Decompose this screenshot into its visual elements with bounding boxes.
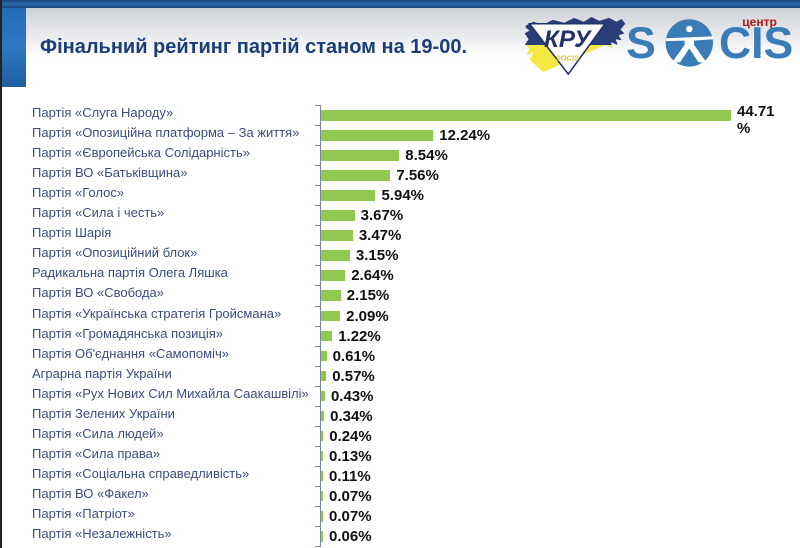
svg-text:центр: центр [742, 16, 777, 29]
svg-text:КРУ: КРУ [544, 26, 592, 53]
svg-text:S: S [626, 19, 656, 68]
svg-text:SOCIS: SOCIS [555, 54, 580, 63]
